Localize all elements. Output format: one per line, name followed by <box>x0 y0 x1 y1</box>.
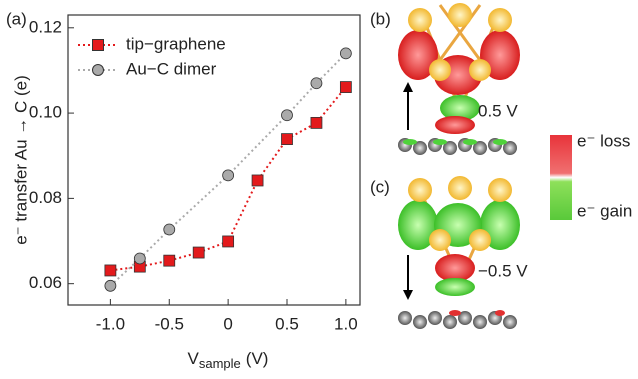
x-label-main: V <box>188 349 200 368</box>
colorbar <box>550 135 572 220</box>
colorbar-label: e⁻ gain <box>577 201 632 220</box>
colorbar-label: e⁻ loss <box>577 131 630 150</box>
figure: (a) e⁻ transfer Au → C (e) Vsample (V) -1… <box>0 0 638 379</box>
bias-label: 0.5 V <box>478 101 518 120</box>
marker <box>340 82 351 93</box>
marker <box>311 117 322 128</box>
legend-marker <box>93 65 104 76</box>
marker <box>340 48 351 59</box>
marker <box>105 280 116 291</box>
marker <box>311 78 322 89</box>
panel-c-image <box>398 176 520 329</box>
y-axis-label: e⁻ transfer Au → C (e) <box>11 75 30 245</box>
panel-label: (b) <box>370 9 391 28</box>
bias-label: −0.5 V <box>478 261 528 280</box>
marker <box>282 110 293 121</box>
marker <box>223 236 234 247</box>
x-tick-label: 1.0 <box>334 314 358 333</box>
marker <box>164 255 175 266</box>
x-tick-label: 0 <box>223 314 232 333</box>
legend-label: Au−C dimer <box>126 59 217 78</box>
y-tick-label: 0.12 <box>29 17 62 36</box>
x-tick-label: 0.5 <box>275 314 299 333</box>
x-label-unit: (V) <box>246 349 269 368</box>
marker <box>105 265 116 276</box>
marker <box>223 170 234 181</box>
marker <box>252 175 263 186</box>
marker <box>164 224 175 235</box>
marker <box>282 134 293 145</box>
panel-label: (c) <box>370 177 390 196</box>
x-axis-label: Vsample (V) <box>188 349 269 371</box>
y-tick-label: 0.08 <box>29 188 62 207</box>
panel-label: (a) <box>6 9 27 28</box>
marker <box>193 247 204 258</box>
x-tick-label: -0.5 <box>155 314 184 333</box>
legend-marker <box>93 40 104 51</box>
x-label-sub: sample <box>199 356 241 371</box>
panel-b-image <box>393 0 533 160</box>
y-tick-label: 0.06 <box>29 273 62 292</box>
legend-label: tip−graphene <box>126 34 226 53</box>
marker <box>134 253 145 264</box>
y-tick-label: 0.10 <box>29 103 62 122</box>
x-tick-label: -1.0 <box>96 314 125 333</box>
